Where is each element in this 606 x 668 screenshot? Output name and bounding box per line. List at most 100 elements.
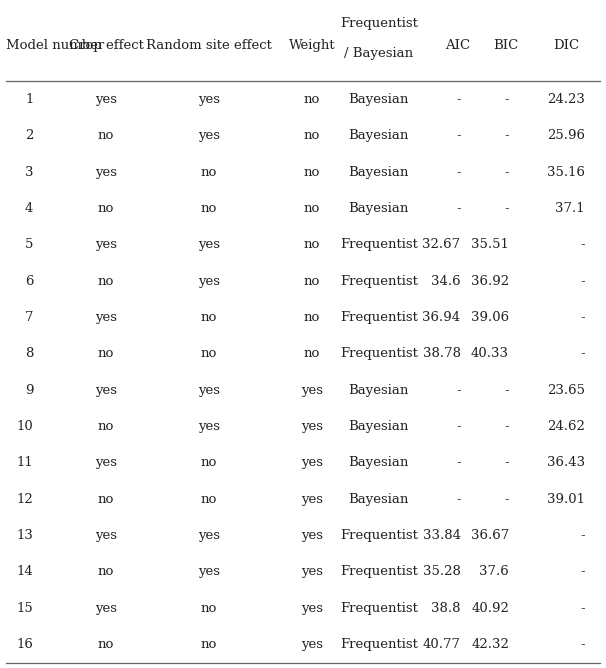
Text: 42.32: 42.32 <box>471 638 509 651</box>
Text: yes: yes <box>301 456 323 470</box>
Text: no: no <box>304 166 321 179</box>
Text: yes: yes <box>95 93 117 106</box>
Text: 35.28: 35.28 <box>423 565 461 578</box>
Text: -: - <box>580 311 585 324</box>
Text: yes: yes <box>198 383 220 397</box>
Text: -: - <box>456 456 461 470</box>
Text: 12: 12 <box>16 493 33 506</box>
Text: -: - <box>456 202 461 215</box>
Text: no: no <box>98 638 115 651</box>
Text: 13: 13 <box>16 529 33 542</box>
Text: Frequentist: Frequentist <box>340 311 418 324</box>
Text: no: no <box>201 311 218 324</box>
Text: 34.6: 34.6 <box>431 275 461 288</box>
Text: no: no <box>98 275 115 288</box>
Text: 36.43: 36.43 <box>547 456 585 470</box>
Text: yes: yes <box>95 529 117 542</box>
Text: no: no <box>201 493 218 506</box>
Text: 36.67: 36.67 <box>471 529 509 542</box>
Text: no: no <box>201 347 218 361</box>
Text: 40.92: 40.92 <box>471 602 509 615</box>
Text: Frequentist: Frequentist <box>340 238 418 251</box>
Text: yes: yes <box>198 565 220 578</box>
Text: 40.77: 40.77 <box>422 638 461 651</box>
Text: yes: yes <box>95 238 117 251</box>
Text: Random site effect: Random site effect <box>146 39 272 52</box>
Text: no: no <box>304 130 321 142</box>
Text: Bayesian: Bayesian <box>348 456 409 470</box>
Text: -: - <box>580 347 585 361</box>
Text: 37.1: 37.1 <box>555 202 585 215</box>
Text: Bayesian: Bayesian <box>348 493 409 506</box>
Text: 10: 10 <box>16 420 33 433</box>
Text: yes: yes <box>198 93 220 106</box>
Text: 14: 14 <box>16 565 33 578</box>
Text: 37.6: 37.6 <box>479 565 509 578</box>
Text: 39.06: 39.06 <box>471 311 509 324</box>
Text: -: - <box>456 493 461 506</box>
Text: 6: 6 <box>25 275 33 288</box>
Text: yes: yes <box>95 383 117 397</box>
Text: no: no <box>98 420 115 433</box>
Text: -: - <box>504 202 509 215</box>
Text: -: - <box>504 456 509 470</box>
Text: Weight: Weight <box>289 39 335 52</box>
Text: no: no <box>201 202 218 215</box>
Text: Bayesian: Bayesian <box>348 130 409 142</box>
Text: -: - <box>504 420 509 433</box>
Text: -: - <box>580 602 585 615</box>
Text: yes: yes <box>95 602 117 615</box>
Text: no: no <box>98 565 115 578</box>
Text: -: - <box>504 166 509 179</box>
Text: no: no <box>304 275 321 288</box>
Text: -: - <box>456 130 461 142</box>
Text: 11: 11 <box>16 456 33 470</box>
Text: 7: 7 <box>25 311 33 324</box>
Text: -: - <box>456 166 461 179</box>
Text: Frequentist: Frequentist <box>340 565 418 578</box>
Text: DIC: DIC <box>553 39 580 52</box>
Text: -: - <box>504 493 509 506</box>
Text: no: no <box>201 602 218 615</box>
Text: yes: yes <box>301 602 323 615</box>
Text: 24.23: 24.23 <box>547 93 585 106</box>
Text: -: - <box>580 275 585 288</box>
Text: 36.92: 36.92 <box>471 275 509 288</box>
Text: 35.16: 35.16 <box>547 166 585 179</box>
Text: 40.33: 40.33 <box>471 347 509 361</box>
Text: 25.96: 25.96 <box>547 130 585 142</box>
Text: 23.65: 23.65 <box>547 383 585 397</box>
Text: no: no <box>304 311 321 324</box>
Text: yes: yes <box>198 130 220 142</box>
Text: 39.01: 39.01 <box>547 493 585 506</box>
Text: -: - <box>504 93 509 106</box>
Text: Bayesian: Bayesian <box>348 383 409 397</box>
Text: Frequentist: Frequentist <box>340 529 418 542</box>
Text: no: no <box>98 130 115 142</box>
Text: yes: yes <box>301 529 323 542</box>
Text: 24.62: 24.62 <box>547 420 585 433</box>
Text: 16: 16 <box>16 638 33 651</box>
Text: -: - <box>456 420 461 433</box>
Text: 35.51: 35.51 <box>471 238 509 251</box>
Text: -: - <box>580 238 585 251</box>
Text: Model number: Model number <box>6 39 104 52</box>
Text: Frequentist: Frequentist <box>340 638 418 651</box>
Text: yes: yes <box>198 238 220 251</box>
Text: 5: 5 <box>25 238 33 251</box>
Text: 1: 1 <box>25 93 33 106</box>
Text: -: - <box>504 130 509 142</box>
Text: yes: yes <box>95 311 117 324</box>
Text: no: no <box>201 638 218 651</box>
Text: Bayesian: Bayesian <box>348 93 409 106</box>
Text: yes: yes <box>95 456 117 470</box>
Text: Bayesian: Bayesian <box>348 166 409 179</box>
Text: AIC: AIC <box>445 39 470 52</box>
Text: no: no <box>201 456 218 470</box>
Text: 15: 15 <box>16 602 33 615</box>
Text: BIC: BIC <box>493 39 519 52</box>
Text: 9: 9 <box>25 383 33 397</box>
Text: Bayesian: Bayesian <box>348 202 409 215</box>
Text: yes: yes <box>301 565 323 578</box>
Text: yes: yes <box>198 275 220 288</box>
